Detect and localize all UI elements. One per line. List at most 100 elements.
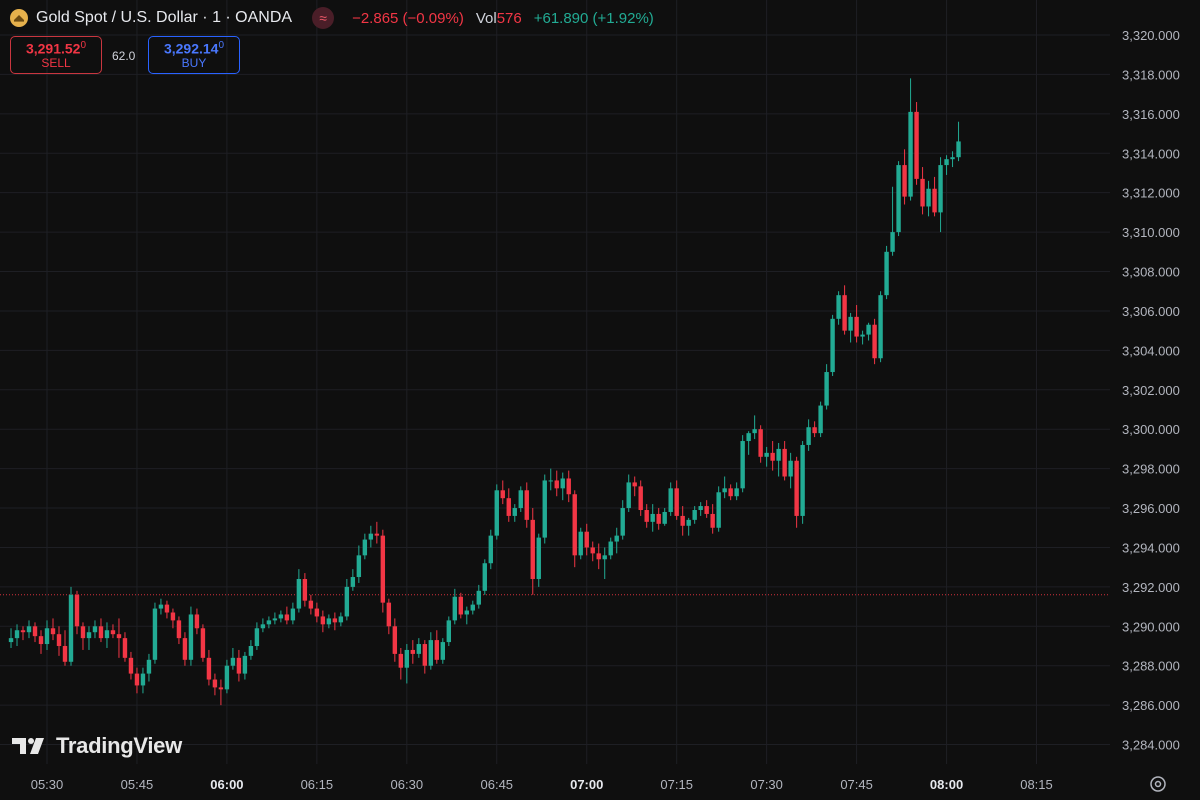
candle <box>908 78 913 201</box>
candle <box>320 610 326 633</box>
symbol-title[interactable]: Gold Spot / U.S. Dollar · 1 · OANDA <box>36 9 293 26</box>
change-positive-value: +61.890 (+1.92%) <box>533 9 654 27</box>
candle-body <box>332 618 338 623</box>
spread-value: 62.0 <box>112 49 136 63</box>
candle-body <box>512 508 517 516</box>
candle-body <box>884 251 889 296</box>
y-tick-label: 3,300.000 <box>1122 422 1180 437</box>
candle <box>212 673 218 696</box>
candle <box>8 628 14 648</box>
candle <box>722 476 727 499</box>
candle <box>668 482 673 516</box>
candle <box>842 285 847 335</box>
candle <box>440 638 446 664</box>
candle-body <box>716 492 721 528</box>
candle <box>566 470 571 503</box>
x-tick-label: 07:30 <box>750 777 783 792</box>
candle-body <box>530 519 535 579</box>
y-tick-label: 3,318.000 <box>1122 67 1180 82</box>
settings-gear-icon[interactable] <box>1148 774 1168 794</box>
candle <box>32 622 38 643</box>
candle-body <box>548 480 553 482</box>
candle-body <box>140 673 146 686</box>
candle-body <box>38 636 44 645</box>
candle-body <box>776 448 781 461</box>
price-axis[interactable]: 3,284.000 3,286.000 3,288.000 3,290.000 3,29… <box>1122 28 1180 753</box>
candle-body <box>524 490 529 520</box>
watermark-text: TradingView <box>56 733 182 758</box>
candle-body <box>14 630 20 639</box>
candle-body <box>446 620 451 643</box>
candle <box>368 525 374 548</box>
candle <box>836 291 841 325</box>
candle <box>620 500 625 540</box>
candle-body <box>68 594 74 662</box>
candle <box>896 161 901 237</box>
candle-body <box>164 604 170 613</box>
candle <box>758 425 763 463</box>
candle-body <box>944 159 949 166</box>
candle-body <box>890 232 895 252</box>
candle-body <box>914 111 919 179</box>
candle <box>530 508 535 595</box>
candle <box>146 653 152 682</box>
candle-body <box>710 513 715 528</box>
y-tick-label: 3,296.000 <box>1122 501 1180 516</box>
candle <box>866 322 871 341</box>
candle <box>476 584 481 609</box>
y-tick-label: 3,320.000 <box>1122 28 1180 43</box>
candle-body <box>704 506 709 514</box>
candle-body <box>764 452 769 457</box>
candle <box>278 610 284 623</box>
candle <box>182 632 188 666</box>
x-tick-label: 06:00 <box>210 777 243 792</box>
candle-body <box>200 628 206 658</box>
candle-body <box>326 618 332 625</box>
candle-body <box>470 604 475 611</box>
wave-icon[interactable]: ≈ <box>312 7 335 29</box>
candle-body <box>296 578 302 609</box>
candle <box>470 600 475 615</box>
candle <box>68 586 74 666</box>
candle <box>572 490 577 568</box>
candle-body <box>878 295 883 359</box>
candle-body <box>428 640 434 666</box>
candle <box>332 612 338 631</box>
buy-price: 3,292.140 <box>163 39 225 57</box>
candle <box>632 476 637 497</box>
candle <box>734 482 739 501</box>
y-tick-label: 3,312.000 <box>1122 186 1180 201</box>
candle <box>536 533 541 587</box>
candle-body <box>356 555 362 578</box>
candle <box>692 506 697 524</box>
candle <box>494 484 499 540</box>
candle <box>80 622 86 650</box>
candle-body <box>32 626 38 637</box>
candle-body <box>44 628 50 645</box>
candle <box>422 640 428 674</box>
buy-button[interactable]: 3,292.140 BUY <box>148 36 240 74</box>
y-tick-label: 3,286.000 <box>1122 698 1180 713</box>
x-tick-label: 07:15 <box>660 777 693 792</box>
candle <box>338 612 344 627</box>
candle-body <box>686 519 691 526</box>
candle <box>674 480 679 520</box>
candle <box>518 486 523 512</box>
candle-body <box>620 508 625 536</box>
candle <box>308 594 314 615</box>
sell-button[interactable]: 3,291.520 SELL <box>10 36 102 74</box>
candle-body <box>20 630 26 633</box>
candle <box>62 630 68 666</box>
tradingview-watermark[interactable]: TradingView <box>12 733 182 759</box>
time-axis[interactable]: 05:30 05:45 06:00 06:15 06:30 06:45 07:00 07:15… <box>31 777 1053 792</box>
candle <box>686 517 691 536</box>
candle-body <box>272 618 278 621</box>
candle-body <box>578 531 583 556</box>
candle <box>878 291 883 363</box>
candle <box>656 508 661 530</box>
candle <box>188 606 194 666</box>
candle-body <box>146 659 152 674</box>
candle-body <box>770 452 775 461</box>
candle-body <box>842 295 847 331</box>
